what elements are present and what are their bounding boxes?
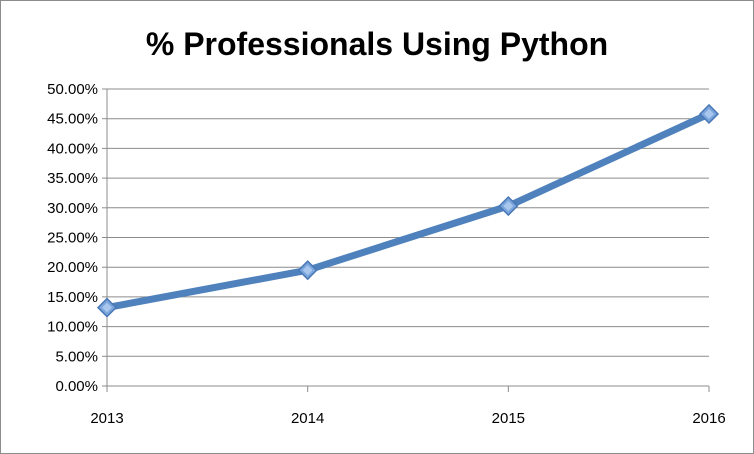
axes (102, 88, 710, 392)
x-tick-label: 2015 (492, 410, 525, 427)
x-tick-label: 2016 (692, 410, 725, 427)
x-tick-label: 2014 (291, 410, 324, 427)
data-point-highlight (102, 302, 112, 313)
y-tick-label: 10.00% (47, 319, 98, 336)
data-point-highlight (302, 265, 313, 276)
y-tick-label: 40.00% (47, 140, 98, 157)
y-tick-label: 45.00% (47, 111, 98, 128)
series-line (103, 110, 713, 312)
y-tick-label: 20.00% (47, 259, 98, 276)
y-tick-label: 35.00% (47, 170, 98, 187)
gridlines (107, 88, 709, 357)
y-tick-label: 5.00% (55, 348, 98, 365)
y-tick-label: 30.00% (47, 200, 98, 217)
series-markers (96, 103, 720, 318)
y-tick-label: 15.00% (47, 289, 98, 306)
x-tick-label: 2013 (90, 410, 123, 427)
chart-title: % Professionals Using Python (145, 26, 609, 62)
data-point-highlight (503, 201, 514, 211)
y-tick-labels: 0.00% 5.00% 10.00% 15.00% 20.00% 25.00% 30.00%… (47, 81, 98, 395)
y-tick-label: 25.00% (47, 230, 98, 247)
y-tick-label: 0.00% (55, 378, 98, 395)
y-tick-label: 50.00% (47, 81, 98, 98)
x-tick-labels: 2013 2014 2015 2016 (90, 410, 725, 427)
series-line-0 (103, 110, 713, 312)
data-point-highlight (704, 108, 714, 119)
